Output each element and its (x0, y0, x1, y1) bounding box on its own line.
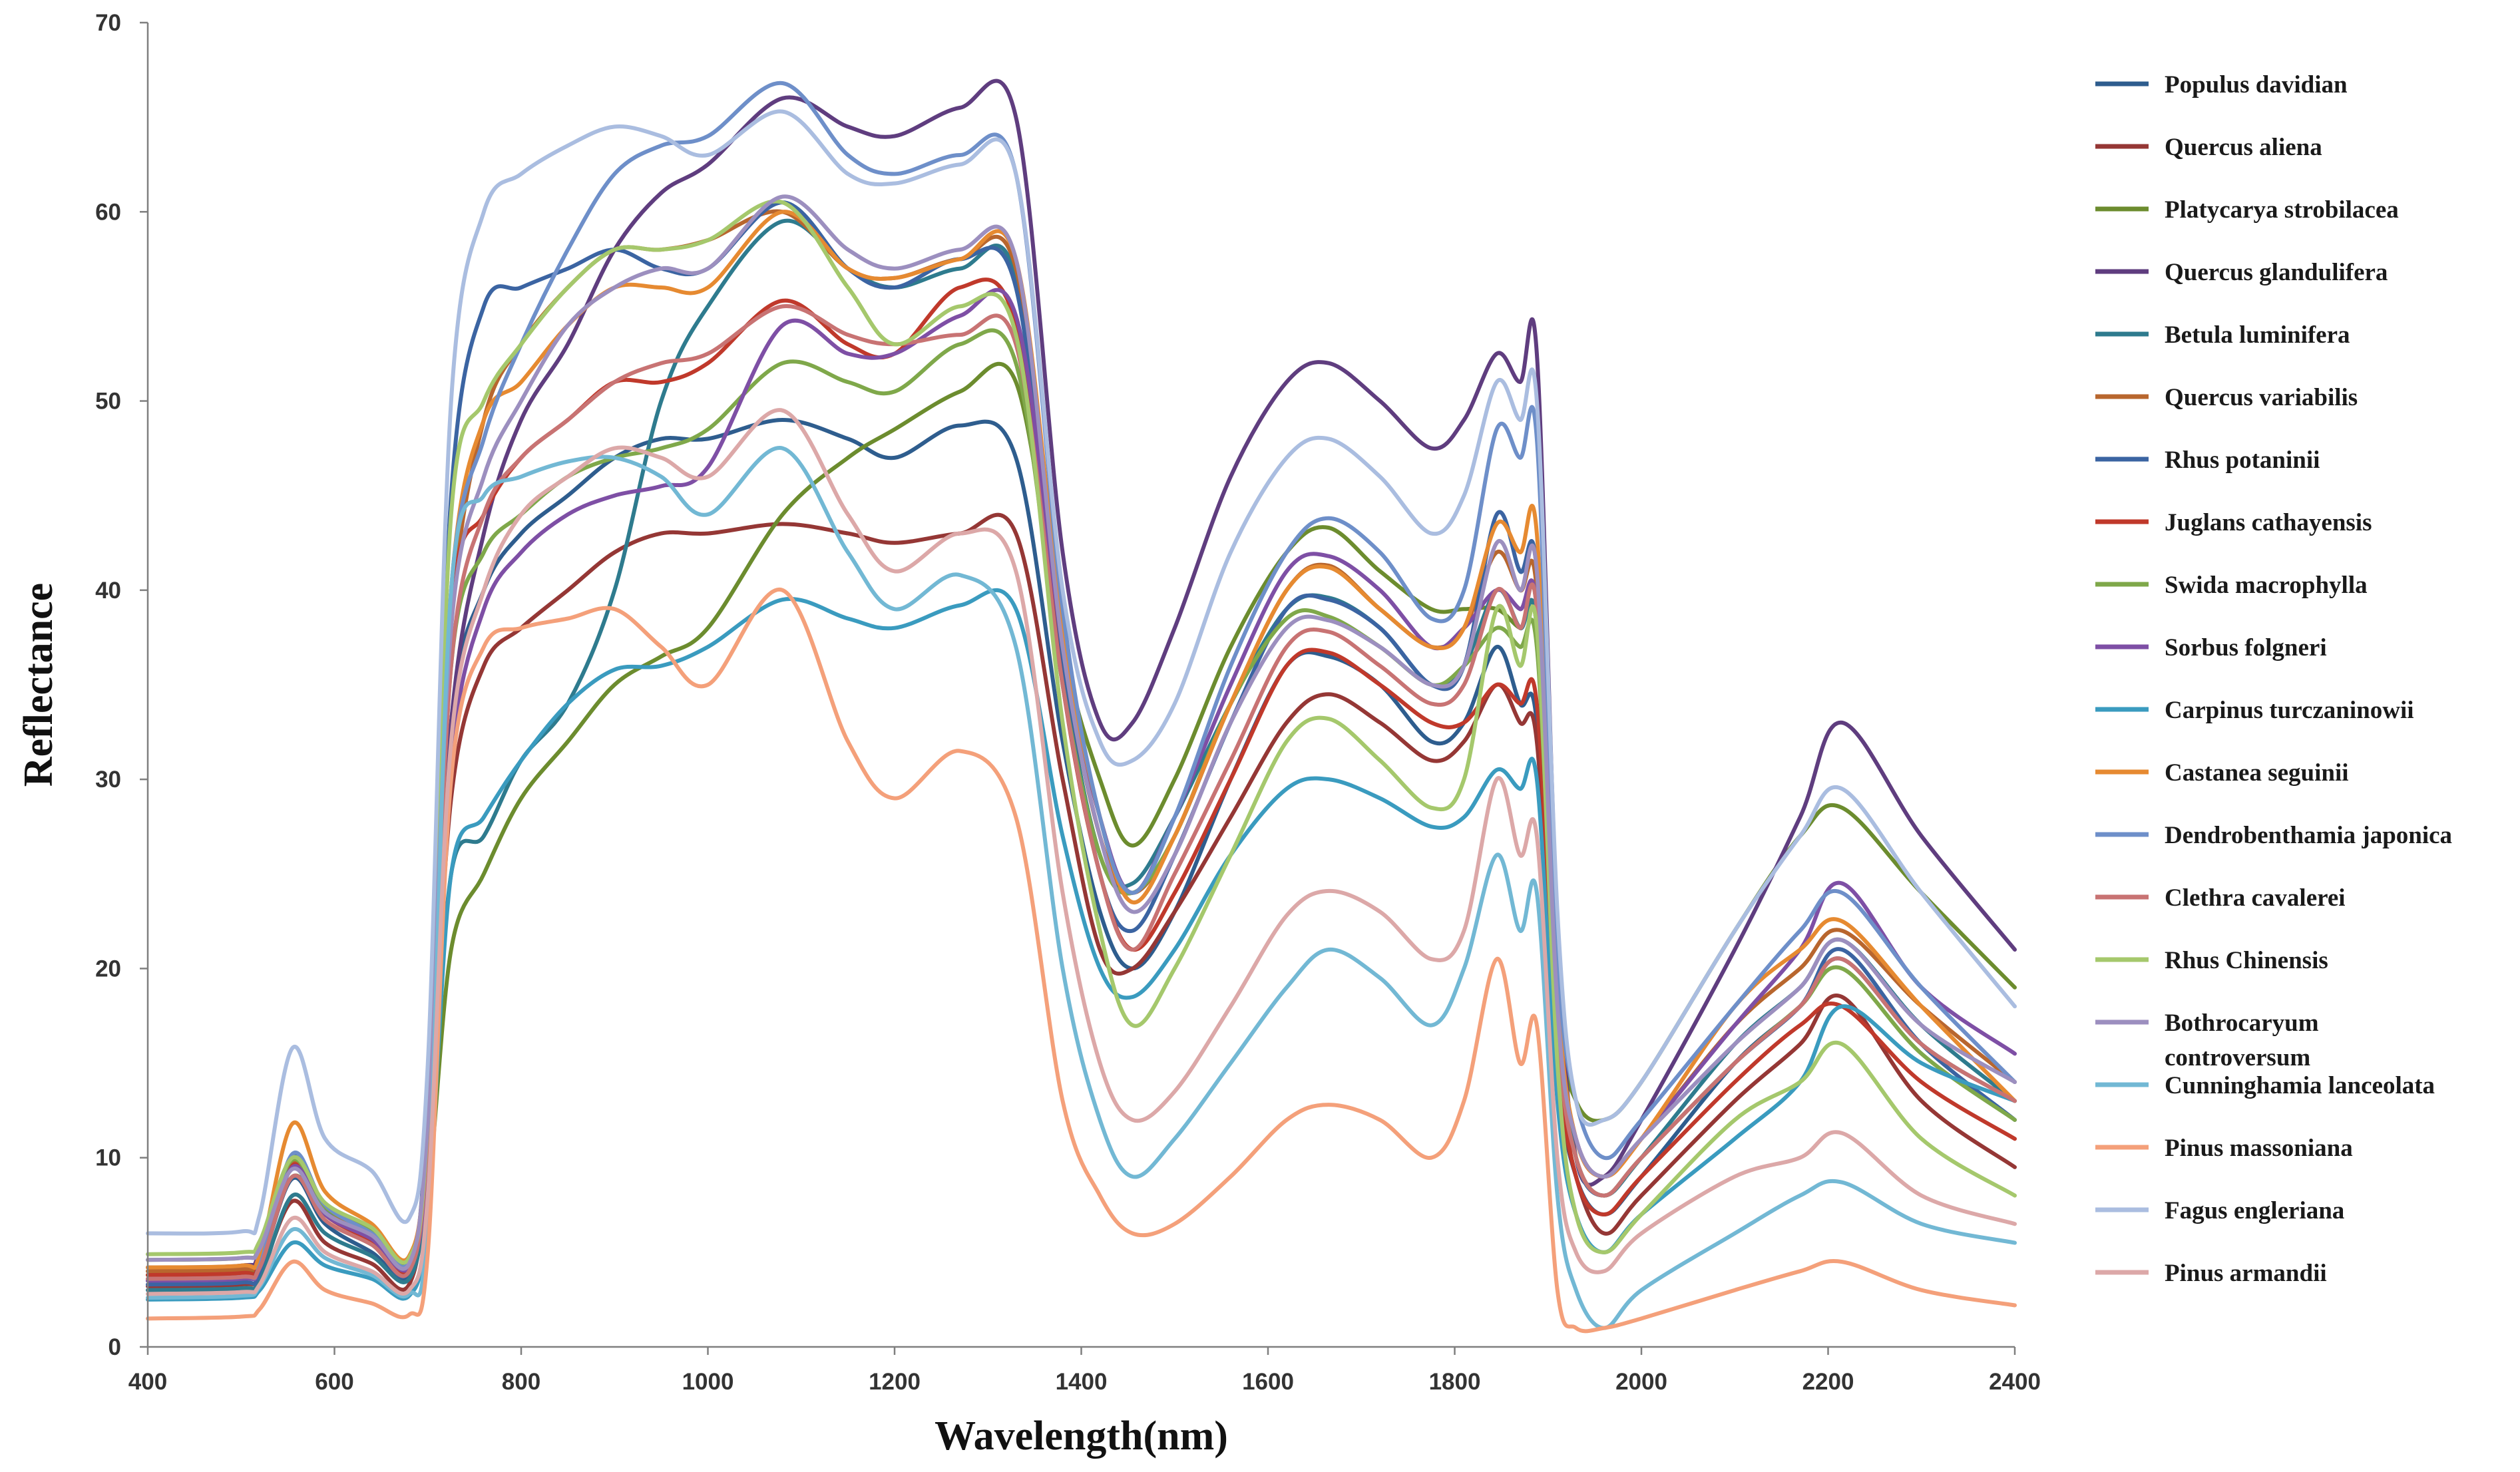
legend-label: Rhus Chinensis (2165, 947, 2328, 974)
legend-label: Carpinus turczaninowii (2165, 697, 2414, 724)
x-tick-label: 400 (128, 1369, 167, 1395)
y-tick-label: 0 (108, 1334, 121, 1360)
legend-label: Cunninghamia lanceolata (2165, 1072, 2435, 1099)
legend-label: Fagus engleriana (2165, 1197, 2344, 1224)
series-line-20 (146, 408, 2017, 1296)
x-tick-label: 1200 (869, 1369, 921, 1395)
legend-label: Bothrocaryum controversum (2165, 1010, 2319, 1071)
legend-label: Castanea seguinii (2165, 759, 2349, 787)
y-tick-label: 60 (95, 199, 121, 225)
x-tick-label: 1400 (1056, 1369, 1108, 1395)
y-tick-label: 50 (95, 389, 121, 415)
y-tick-label: 30 (95, 767, 121, 793)
x-tick-label: 1800 (1429, 1369, 1481, 1395)
legend-label: Dendrobenthamia japonica (2165, 822, 2452, 849)
legend-label: Betula luminifera (2165, 321, 2350, 349)
y-tick-label: 10 (95, 1145, 121, 1171)
x-tick-label: 1600 (1242, 1369, 1294, 1395)
series-line-18 (146, 588, 2017, 1334)
plot-lines (146, 79, 2017, 1334)
x-tick-label: 1000 (682, 1369, 734, 1395)
legend-label: Clethra cavalerei (2165, 884, 2346, 912)
x-tick-label: 2000 (1615, 1369, 1667, 1395)
legend-label: Rhus potaninii (2165, 447, 2320, 474)
legend-label: Quercus variabilis (2165, 384, 2358, 411)
legend-label: Swida macrophylla (2165, 572, 2368, 599)
x-tick-label: 2400 (1989, 1369, 2041, 1395)
x-tick-label: 800 (502, 1369, 540, 1395)
y-tick-label: 70 (95, 10, 121, 36)
y-axis-title: Reflectance (16, 583, 61, 787)
legend: Populus davidian Quercus aliena Platycarya… (2095, 71, 2452, 1287)
legend-label: Juglans cathayensis (2165, 509, 2372, 536)
x-axis-title: Wavelength(nm) (935, 1413, 1228, 1459)
legend-label: Pinus armandii (2165, 1260, 2327, 1287)
legend-label: Sorbus folgneri (2165, 634, 2327, 661)
axes: 0 10 20 30 40 50 60 70 400 600 800 1000 1200 1400 1600… (95, 10, 2041, 1395)
legend-label: Platycarya strobilacea (2165, 196, 2399, 224)
y-tick-label: 20 (95, 956, 121, 982)
legend-label: Quercus glandulifera (2165, 259, 2388, 286)
series-line-19 (146, 109, 2017, 1236)
legend-label: Populus davidian (2165, 71, 2348, 98)
legend-label: Quercus aliena (2165, 134, 2322, 161)
x-tick-label: 2200 (1802, 1369, 1854, 1395)
y-tick-label: 40 (95, 578, 121, 604)
legend-label: Pinus massoniana (2165, 1135, 2353, 1162)
x-tick-label: 600 (315, 1369, 353, 1395)
